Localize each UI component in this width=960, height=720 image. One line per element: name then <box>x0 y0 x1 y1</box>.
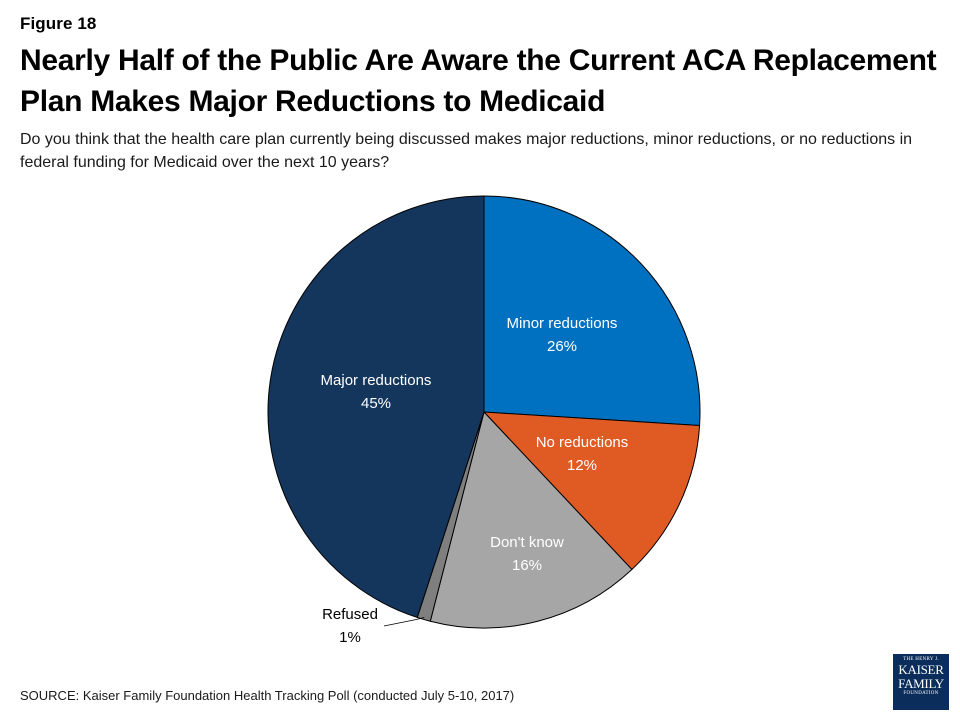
logo-line3: FAMILY <box>898 676 944 691</box>
slice-value-major: 45% <box>361 395 391 412</box>
slice-value-no: 12% <box>567 457 597 474</box>
logo-line2: KAISER <box>898 662 944 677</box>
slice-label-refused: Refused <box>322 606 378 623</box>
pie-slice-minor <box>483 195 701 427</box>
slice-labels: Minor reductions 26% No reductions 12% Don't… <box>321 315 629 646</box>
source-note: SOURCE: Kaiser Family Foundation Health … <box>20 688 515 703</box>
figure-label: Figure 18 <box>20 14 97 33</box>
chart-title: Nearly Half of the Public Are Aware the … <box>20 44 937 118</box>
leader-line-refused <box>383 617 425 627</box>
leader-lines <box>383 617 425 627</box>
slice-label-no: No reductions <box>536 434 629 451</box>
kff-logo: THE HENRY J. KAISER FAMILY FOUNDATION <box>893 654 949 710</box>
logo-line1: THE HENRY J. <box>903 657 939 662</box>
pie-slice-major <box>267 195 485 618</box>
pie-slices <box>267 195 701 629</box>
slice-value-minor: 26% <box>547 338 577 355</box>
pie-slice-no <box>483 411 701 570</box>
slice-label-major: Major reductions <box>321 372 432 389</box>
slice-value-dontknow: 16% <box>512 557 542 574</box>
slice-value-refused: 1% <box>339 629 361 646</box>
slice-label-dontknow: Don't know <box>490 534 564 551</box>
slice-label-minor: Minor reductions <box>507 315 618 332</box>
chart-subtitle: Do you think that the health care plan c… <box>20 131 913 171</box>
pie-slice-dontknow <box>429 411 633 629</box>
logo-line4: FOUNDATION <box>903 691 939 696</box>
